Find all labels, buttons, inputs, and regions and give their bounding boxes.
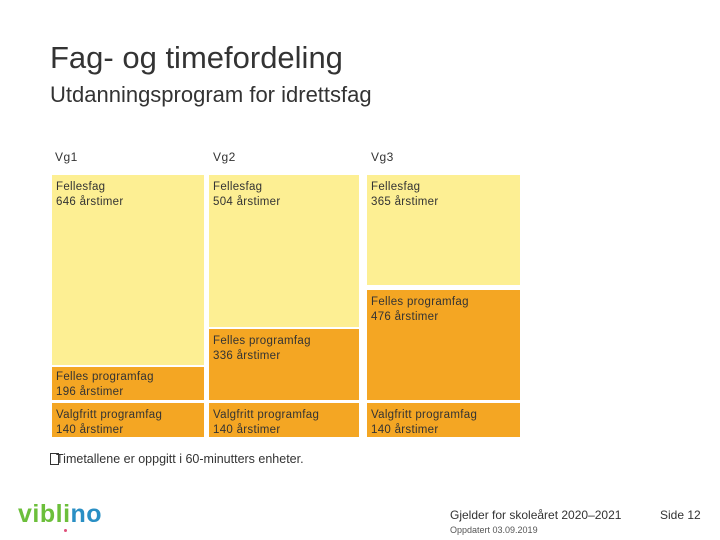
- logo-text-part2: i: [63, 500, 71, 528]
- block-name: Felles programfag: [213, 335, 311, 347]
- logo-dot-icon: [64, 529, 67, 532]
- column-header-vg1: Vg1: [55, 150, 78, 164]
- block-name: Fellesfag: [56, 181, 106, 193]
- block-name: Valgfritt programfag: [371, 409, 478, 421]
- vg3-felles-programfag-block: Felles programfag 476 årstimer: [367, 290, 520, 400]
- block-hours: 140 årstimer: [371, 424, 439, 436]
- footnote: TTimetallene er oppgitt i 60-minutters e…: [50, 452, 304, 466]
- column-header-vg3: Vg3: [371, 150, 394, 164]
- block-name: Felles programfag: [371, 296, 469, 308]
- vg3-fellesfag-block: Fellesfag 365 årstimer: [367, 175, 520, 285]
- footnote-text: Timetallene er oppgitt i 60-minutters en…: [56, 452, 304, 466]
- page-number: Side 12: [660, 508, 701, 522]
- vg1-valgfritt-programfag-block: Valgfritt programfag 140 årstimer: [52, 403, 204, 437]
- block-hours: 476 årstimer: [371, 311, 439, 323]
- vg2-fellesfag-block: Fellesfag 504 årstimer: [209, 175, 359, 327]
- block-hours: 336 årstimer: [213, 350, 281, 362]
- logo-text-part1: vibl: [18, 500, 64, 528]
- slide-title: Fag- og timefordeling: [50, 40, 343, 75]
- block-hours: 140 årstimer: [213, 424, 281, 436]
- block-name: Valgfritt programfag: [56, 409, 163, 421]
- block-hours: 196 årstimer: [56, 386, 124, 398]
- vg2-valgfritt-programfag-block: Valgfritt programfag 140 årstimer: [209, 403, 359, 437]
- footer-validity: Gjelder for skoleåret 2020–2021: [450, 508, 622, 522]
- block-name: Felles programfag: [56, 371, 154, 383]
- block-hours: 504 årstimer: [213, 196, 281, 208]
- slide-subtitle: Utdanningsprogram for idrettsfag: [50, 82, 372, 107]
- vg3-valgfritt-programfag-block: Valgfritt programfag 140 årstimer: [367, 403, 520, 437]
- footer-updated-date: Oppdatert 03.09.2019: [450, 525, 538, 535]
- logo-text-part3: no: [70, 500, 103, 528]
- vg1-felles-programfag-block: Felles programfag 196 årstimer: [52, 367, 204, 400]
- block-name: Fellesfag: [213, 181, 263, 193]
- viblio-logo[interactable]: viblino: [18, 500, 102, 529]
- block-hours: 646 årstimer: [56, 196, 124, 208]
- vg1-fellesfag-block: Fellesfag 646 årstimer: [52, 175, 204, 365]
- block-name: Fellesfag: [371, 181, 421, 193]
- missing-glyph-icon: [50, 453, 59, 465]
- block-hours: 365 årstimer: [371, 196, 439, 208]
- column-header-vg2: Vg2: [213, 150, 236, 164]
- block-name: Valgfritt programfag: [213, 409, 320, 421]
- block-hours: 140 årstimer: [56, 424, 124, 436]
- vg2-felles-programfag-block: Felles programfag 336 årstimer: [209, 329, 359, 400]
